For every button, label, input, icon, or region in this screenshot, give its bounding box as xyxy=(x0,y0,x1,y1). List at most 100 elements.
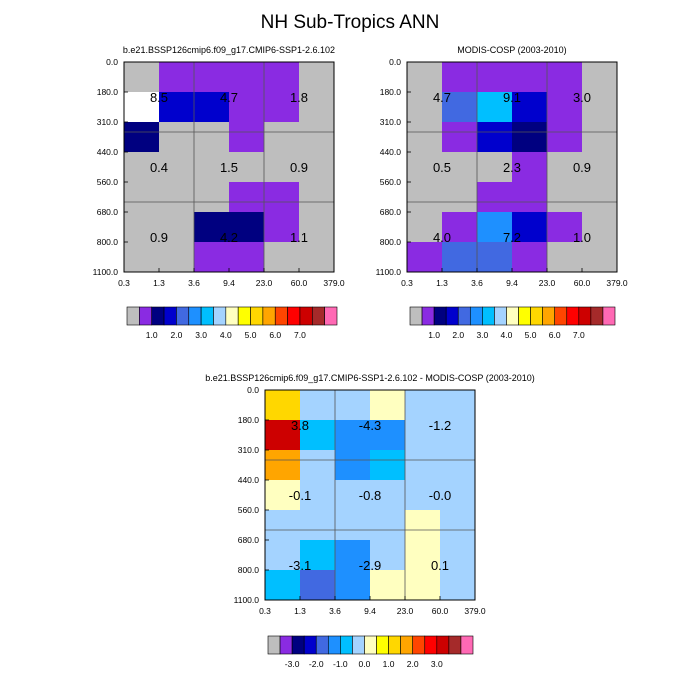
heatmap-cell xyxy=(159,122,195,153)
colorbar-swatch xyxy=(315,635,329,655)
colorbar-swatch xyxy=(213,306,227,326)
heatmap-cell xyxy=(407,122,443,153)
heatmap-cell xyxy=(229,242,265,273)
colorbar-swatch xyxy=(482,306,495,326)
heatmap-cell xyxy=(512,212,548,243)
region-value-label: 7.2 xyxy=(503,230,521,245)
heatmap-cell xyxy=(477,62,513,93)
heatmap-cell xyxy=(159,182,195,213)
x-tick-label: 23.0 xyxy=(397,606,414,616)
heatmap-cell xyxy=(299,242,335,273)
colorbar-swatch xyxy=(518,306,531,326)
region-value-label: 1.0 xyxy=(573,230,591,245)
region-value-label: 3.0 xyxy=(573,90,591,105)
heatmap-cell xyxy=(370,420,406,451)
x-tick-label: 60.0 xyxy=(291,278,308,288)
x-tick-label: 9.4 xyxy=(223,278,235,288)
heatmap-cell xyxy=(159,92,195,123)
heatmap-cell xyxy=(582,122,618,153)
heatmap-cell xyxy=(265,480,301,511)
colorbar-swatch xyxy=(364,635,377,655)
heatmap-cell xyxy=(229,122,265,153)
heatmap-cell xyxy=(335,390,371,421)
heatmap-cell xyxy=(299,62,335,93)
heatmap-cell xyxy=(265,390,301,421)
heatmap-cell xyxy=(124,242,160,273)
heatmap-cell xyxy=(477,92,513,123)
heatmap-cell xyxy=(512,92,548,123)
colorbar-label: 3.0 xyxy=(195,330,207,340)
heatmap-cell xyxy=(370,540,406,571)
region-value-label: 1.1 xyxy=(290,230,308,245)
colorbar-label: 4.0 xyxy=(501,330,513,340)
heatmap-cell xyxy=(335,450,371,481)
colorbar-swatch xyxy=(542,306,556,326)
y-tick-label: 440.0 xyxy=(238,475,260,485)
region-value-label: -1.2 xyxy=(429,418,451,433)
heatmap-cell xyxy=(265,540,301,571)
region-value-label: -0.8 xyxy=(359,488,381,503)
heatmap-cell xyxy=(405,540,441,571)
heatmap-cell xyxy=(407,152,443,183)
x-tick-label: 60.0 xyxy=(574,278,591,288)
heatmap-cell xyxy=(299,92,335,123)
heatmap-cell xyxy=(265,510,301,541)
heatmap-cell xyxy=(299,122,335,153)
x-tick-label: 1.3 xyxy=(294,606,306,616)
colorbar-label: 6.0 xyxy=(549,330,561,340)
figure-title: NH Sub-Tropics ANN xyxy=(261,12,440,33)
heatmap-cell xyxy=(194,242,230,273)
heatmap-cell xyxy=(442,62,478,93)
heatmap-cell xyxy=(335,510,371,541)
colorbar-label: 2.0 xyxy=(170,330,182,340)
y-tick-label: 560.0 xyxy=(380,177,402,187)
heatmap-cell xyxy=(477,152,513,183)
heatmap-cell xyxy=(440,540,476,571)
colorbar-label: 2.0 xyxy=(407,659,419,669)
heatmap-cell xyxy=(370,510,406,541)
heatmap-cell xyxy=(124,62,160,93)
colorbar-label: 2.0 xyxy=(452,330,464,340)
colorbar-swatch xyxy=(460,635,474,655)
colorbar-swatch xyxy=(311,306,325,326)
region-value-label: 2.3 xyxy=(503,160,521,175)
heatmap-cell xyxy=(477,212,513,243)
heatmap-cell xyxy=(442,182,478,213)
heatmap-cell xyxy=(477,242,513,273)
heatmap-cell xyxy=(335,420,371,451)
heatmap-cell xyxy=(582,182,618,213)
heatmap-cell xyxy=(547,242,583,273)
heatmap-cell xyxy=(264,92,300,123)
y-tick-label: 680.0 xyxy=(97,207,119,217)
y-tick-label: 310.0 xyxy=(380,117,402,127)
heatmap-cell xyxy=(512,182,548,213)
region-value-label: 8.5 xyxy=(150,90,168,105)
heatmap-cell xyxy=(229,92,265,123)
heatmap-cell xyxy=(229,62,265,93)
heatmap-cell xyxy=(124,212,160,243)
heatmap-cell xyxy=(194,92,230,123)
heatmap-cell xyxy=(194,182,230,213)
colorbar-swatch xyxy=(126,306,140,326)
heatmap-cell xyxy=(440,510,476,541)
colorbar-label: 1.0 xyxy=(146,330,158,340)
heatmap-cell xyxy=(405,390,441,421)
colorbar-swatch xyxy=(400,635,414,655)
region-value-label: -3.1 xyxy=(289,558,311,573)
heatmap-cell xyxy=(264,242,300,273)
x-tick-label: 3.6 xyxy=(329,606,341,616)
colorbar-label: 5.0 xyxy=(245,330,257,340)
colorbar-swatch xyxy=(279,635,293,655)
region-value-label: -4.3 xyxy=(359,418,381,433)
x-tick-label: 60.0 xyxy=(432,606,449,616)
y-tick-label: 560.0 xyxy=(97,177,119,187)
heatmap-cell xyxy=(159,212,195,243)
x-tick-label: 1.3 xyxy=(153,278,165,288)
colorbar-swatch xyxy=(436,635,450,655)
region-value-label: 4.7 xyxy=(220,90,238,105)
colorbar-label: 5.0 xyxy=(525,330,537,340)
heatmap-cell xyxy=(264,212,300,243)
heatmap-cell xyxy=(582,242,618,273)
heatmap-cell xyxy=(335,570,371,601)
colorbar-swatch xyxy=(188,306,202,326)
